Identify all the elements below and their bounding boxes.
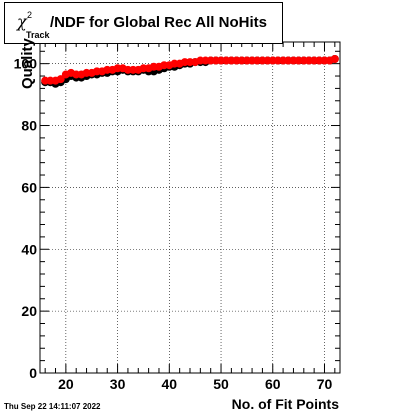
x-tick-label: 40	[162, 376, 178, 392]
plot-frame	[39, 41, 341, 374]
x-tick-label: 60	[265, 376, 281, 392]
data-points	[41, 55, 339, 88]
y-tick-label: 60	[21, 179, 37, 195]
x-tick-label: 50	[213, 376, 229, 392]
y-tick-label: 100	[14, 56, 38, 72]
x-tick-label: 20	[58, 376, 74, 392]
timestamp: Thu Sep 22 14:11:07 2022	[4, 402, 101, 411]
data-point-red	[56, 75, 65, 84]
x-tick-label: 30	[110, 376, 126, 392]
title-symbol: χ	[17, 12, 27, 31]
y-tick-label: 80	[21, 118, 37, 134]
x-axis-label: No. of Fit Points	[231, 396, 339, 412]
x-tick-label: 70	[317, 376, 333, 392]
title-subscript: Track	[26, 30, 50, 40]
y-tick-label: 40	[21, 241, 37, 257]
tick-labels: 20 30 40 50 60 70 0 20 40 60 80 100	[14, 56, 333, 392]
data-point-red	[330, 55, 339, 64]
title-superscript: 2	[27, 10, 33, 20]
y-tick-label: 0	[29, 365, 37, 381]
chart-title: /NDF for Global Rec All NoHits	[50, 14, 267, 31]
y-tick-label: 20	[21, 303, 37, 319]
y-axis-label: Quality	[19, 38, 36, 89]
title-box: χ 2 Track /NDF for Global Rec All NoHits	[4, 2, 283, 44]
